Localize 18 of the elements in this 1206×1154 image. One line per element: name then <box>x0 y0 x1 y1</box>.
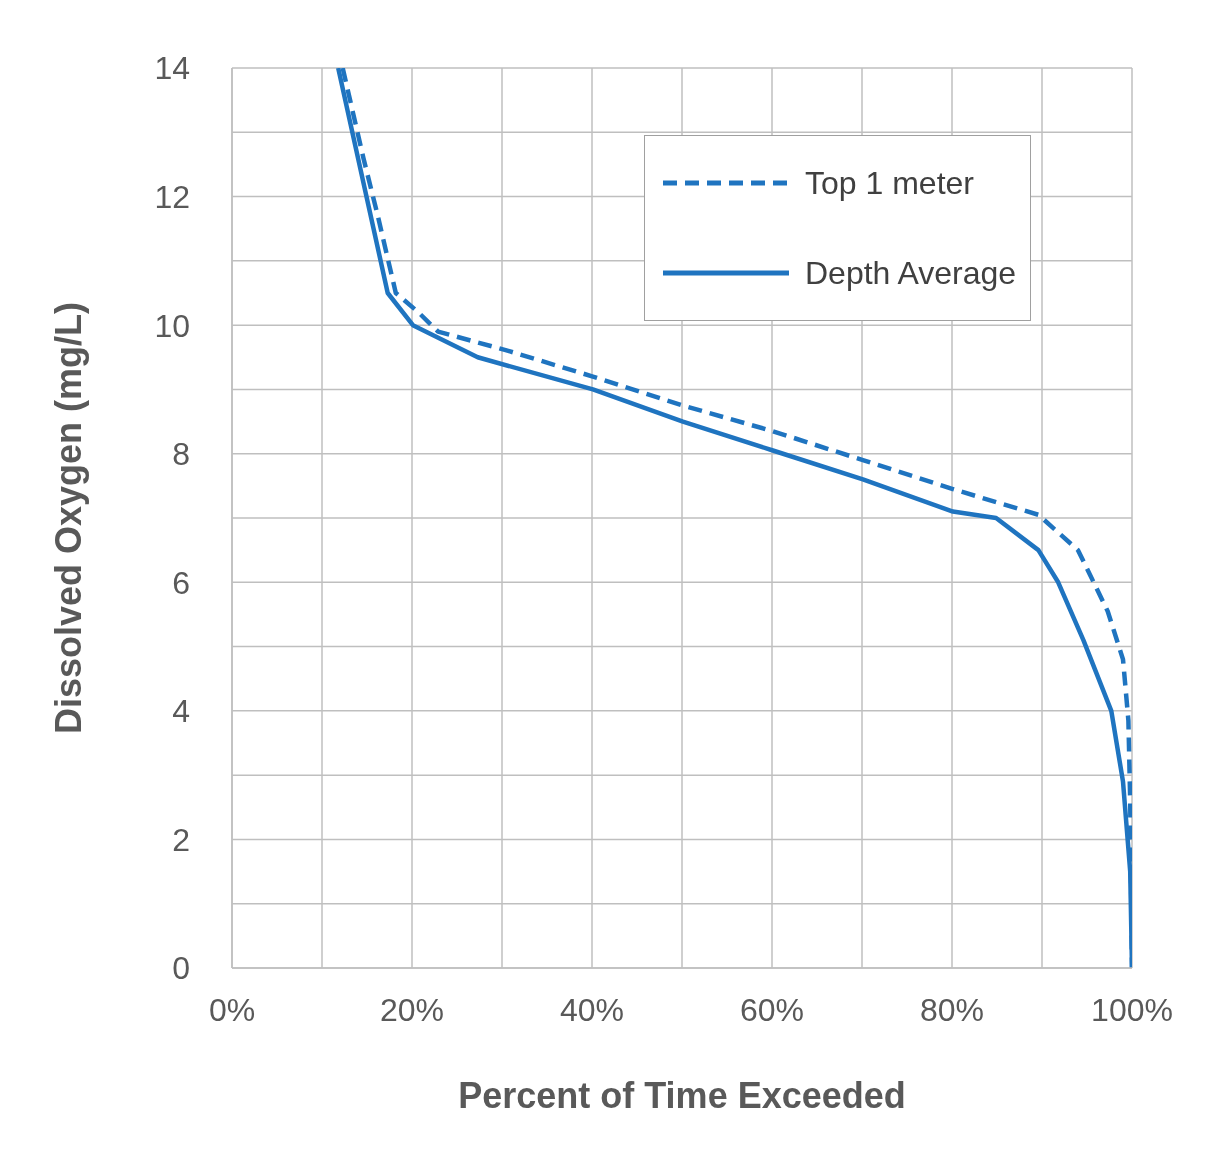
x-tick-label: 80% <box>919 991 985 1028</box>
x-tick-label: 20% <box>379 991 445 1028</box>
y-tick-label: 4 <box>172 693 190 730</box>
y-tick-label: 0 <box>172 950 190 987</box>
x-tick-label: 60% <box>739 991 805 1028</box>
y-tick-label: 10 <box>154 307 190 344</box>
legend-label: Top 1 meter <box>805 164 974 202</box>
y-tick-label: 2 <box>172 821 190 858</box>
y-tick-label: 12 <box>154 178 190 215</box>
x-tick-label: 0% <box>208 991 256 1028</box>
x-tick-label: 40% <box>559 991 625 1028</box>
y-axis-title: Dissolved Oxygen (mg/L) <box>47 301 89 735</box>
y-tick-label: 14 <box>154 50 190 87</box>
y-tick-label: 8 <box>172 436 190 473</box>
x-tick-label: 100% <box>1091 991 1173 1028</box>
legend-label: Depth Average <box>805 254 1017 292</box>
x-axis-title: Percent of Time Exceeded <box>458 1075 906 1116</box>
y-tick-label: 6 <box>172 564 190 601</box>
